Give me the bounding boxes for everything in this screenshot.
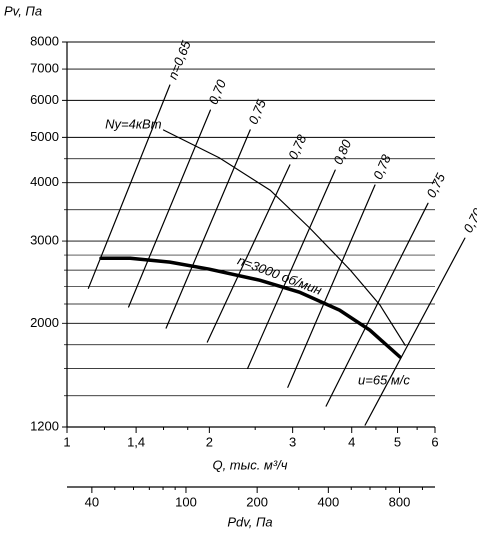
y-tick-label: 7000 [30,61,59,76]
curve [325,202,429,407]
curve-label: Ny=4кВт [105,116,162,131]
efficiency-label: 0,75 [245,97,269,127]
curve [364,237,466,426]
y-tick-label: 8000 [30,33,59,48]
y-tick-label: 4000 [30,174,59,189]
curve [206,164,291,343]
y-tick-label: 2000 [30,315,59,330]
y-tick-label: 6000 [30,92,59,107]
y-tick-label: 1200 [30,418,59,433]
curve [287,184,376,388]
y-tick-label: 5000 [30,129,59,144]
efficiency-label: 0,75 [423,170,448,200]
curve-label: n=3000 об/мин [236,253,324,298]
curve [165,129,251,329]
x2-tick-label: 400 [317,494,339,509]
efficiency-label: 0,80 [330,137,354,167]
x-tick-label: 1,4 [127,434,145,449]
x-tick-label: 1 [63,434,70,449]
curve [87,84,171,289]
x2-tick-label: 40 [85,494,99,509]
y-tick-label: 3000 [30,232,59,247]
curve [128,109,211,308]
x2-tick-label: 100 [175,494,197,509]
y-axis-label: Pv, Па [4,3,42,18]
curve [247,169,336,369]
x-axis-label: Q, тыс. м³/ч [212,457,287,472]
curve [162,129,406,346]
efficiency-label: 0,78 [370,152,394,182]
x2-tick-label: 200 [246,494,268,509]
x-tick-label: 2 [206,434,213,449]
x2-axis-label: Pdv, Па [227,514,272,529]
efficiency-label: 0,78 [285,132,310,162]
efficiency-label: n=0,65 [165,38,194,82]
x-tick-label: 6 [431,434,438,449]
curve [99,256,402,359]
x-tick-label: 4 [348,434,355,449]
x-tick-label: 5 [394,434,401,449]
x2-tick-label: 800 [389,494,411,509]
efficiency-label: 0,70 [460,205,477,235]
annotation: u=65 м/с [358,372,410,387]
efficiency-label: 0,70 [205,77,229,107]
x-tick-label: 3 [289,434,296,449]
